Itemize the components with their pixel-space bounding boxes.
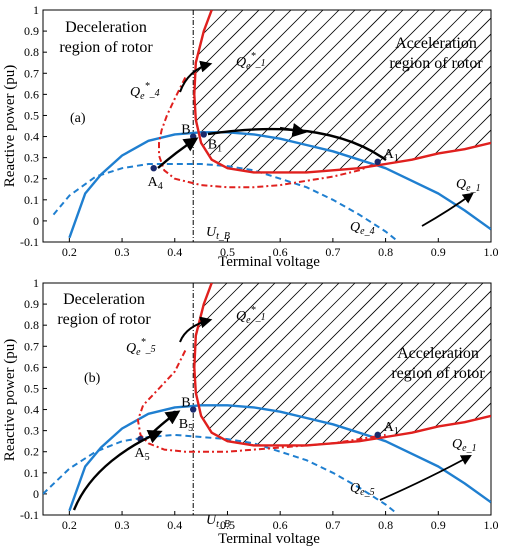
y-tick-label: 0.6 — [24, 87, 39, 101]
y-tick-label: 0.3 — [24, 151, 39, 165]
y-tick-label: 0.8 — [24, 45, 39, 59]
y-tick-label: 0.4 — [24, 130, 39, 144]
hatch-line — [490, 514, 491, 515]
point-marker — [374, 431, 381, 439]
point-label: B — [181, 123, 190, 138]
point-marker — [374, 158, 381, 166]
point-label: B1 — [208, 137, 222, 154]
arrow-qe-1 — [421, 192, 474, 227]
arrow-qe-star-1 — [179, 60, 213, 93]
x-tick-label: 1.0 — [484, 518, 499, 532]
point-label: A1 — [384, 147, 399, 164]
trajectory-a4-b — [157, 137, 199, 169]
y-tick-label: 0.6 — [24, 360, 39, 374]
x-tick-label: 0.3 — [115, 518, 130, 532]
x-tick-label: 0.2 — [62, 245, 77, 259]
y-tick-label: 0.2 — [24, 172, 39, 186]
axis-ticks: 0.2 0.3 0.4 0.5 0.6 0.7 0.8 0.9 1.0 -0.1 0 0.1 0.2 0.… — [20, 276, 499, 532]
y-tick-label: 0.5 — [24, 381, 39, 395]
y-tick-label: 0.4 — [24, 403, 39, 417]
x-tick-label: 1.0 — [484, 245, 499, 259]
hatch-mask — [43, 283, 491, 515]
series-line-q-e-1 — [68, 404, 491, 512]
series-group — [52, 10, 491, 241]
label-qe-star-1: Qe*_1 — [236, 51, 266, 72]
x-tick-label: 0.3 — [115, 245, 130, 259]
point-marker — [200, 131, 207, 138]
y-tick-label: 0.5 — [24, 108, 39, 122]
deceleration-region-label: Deceleration region of rotor — [57, 291, 151, 328]
y-tick-label: 0.8 — [24, 318, 39, 332]
panel-a: 0.2 0.3 0.4 0.5 0.6 0.7 0.8 0.9 1.0 -0.1 0 0.1 0.2 0.… — [2, 3, 499, 270]
trajectory-a5-b5 — [149, 410, 181, 436]
y-tick-label: 0.7 — [24, 339, 39, 353]
y-tick-label: 0.1 — [24, 466, 39, 480]
x-tick-label: 0.6 — [273, 518, 288, 532]
y-axis-label: Reactive power (pu) — [2, 339, 18, 461]
point-label: A1 — [384, 420, 399, 437]
trajectory-arrowhead — [279, 123, 307, 138]
acceleration-region-hatch — [43, 283, 491, 515]
series-line-q-e-1 — [68, 131, 491, 239]
x-tick-label: 0.8 — [378, 518, 393, 532]
acceleration-region-hatch — [43, 10, 491, 242]
y-tick-label: 1 — [33, 3, 39, 17]
arrow-qe-1 — [379, 454, 472, 501]
x-tick-label: 0.9 — [431, 518, 446, 532]
x-tick-label: 0.5 — [220, 518, 235, 532]
x-tick-label: 0.7 — [325, 518, 340, 532]
y-tick-label: -0.1 — [20, 235, 39, 249]
x-tick-label: 0.6 — [273, 245, 288, 259]
series-group — [43, 283, 491, 514]
x-tick-label: 0.7 — [325, 245, 340, 259]
trajectory-start — [72, 429, 163, 511]
panel-label: (b) — [84, 371, 101, 386]
series-line-q-e-4 — [52, 163, 397, 241]
x-tick-label: 0.4 — [167, 245, 182, 259]
series-line-q-e-1 — [193, 283, 491, 447]
y-tick-label: 0.7 — [24, 66, 39, 80]
acceleration-region-label: Acceleration region of rotor — [391, 345, 485, 382]
hatch-line — [490, 241, 491, 242]
plot-frame — [42, 282, 492, 516]
y-tick-label: 0 — [33, 487, 39, 501]
y-tick-label: 0.9 — [24, 297, 39, 311]
point-label: B — [181, 396, 190, 411]
point-marker — [150, 164, 157, 172]
point-marker — [190, 406, 197, 413]
panel-label: (a) — [70, 111, 86, 126]
x-tick-label: 0.9 — [431, 245, 446, 259]
acceleration-region-label: Acceleration region of rotor — [389, 35, 483, 72]
y-tick-label: 0.9 — [24, 24, 39, 38]
deceleration-region-label: Deceleration region of rotor — [59, 19, 153, 56]
series-line-q-e-4 — [158, 77, 376, 189]
x-axis-label: Terminal voltage — [218, 254, 320, 270]
series-line-q-e-5 — [43, 433, 397, 514]
x-axis-label: Terminal voltage — [218, 531, 320, 547]
x-tick-label: 0.8 — [378, 245, 393, 259]
plot-frame — [42, 9, 492, 243]
x-tick-label: 0.4 — [167, 518, 182, 532]
series-line-q-e-5 — [136, 350, 386, 453]
y-tick-label: 1 — [33, 276, 39, 290]
panel-b: 0.2 0.3 0.4 0.5 0.6 0.7 0.8 0.9 1.0 -0.1 0 0.1 0.2 0.… — [2, 276, 499, 547]
y-tick-label: 0.1 — [24, 193, 39, 207]
x-tick-label: 0.2 — [62, 518, 77, 532]
hatch-mask — [43, 10, 491, 242]
y-tick-label: -0.1 — [20, 508, 39, 522]
series-line-q-e-1 — [193, 10, 491, 174]
y-tick-label: 0 — [33, 214, 39, 228]
y-tick-label: 0.3 — [24, 424, 39, 438]
axis-ticks: 0.2 0.3 0.4 0.5 0.6 0.7 0.8 0.9 1.0 -0.1 0 0.1 0.2 0.… — [20, 3, 499, 259]
y-tick-label: 0.2 — [24, 445, 39, 459]
label-ut-b: Ut_B — [206, 513, 230, 530]
y-axis-label: Reactive power (pu) — [2, 65, 18, 187]
x-tick-label: 0.5 — [220, 245, 235, 259]
arrow-qe-star-1 — [179, 316, 213, 343]
